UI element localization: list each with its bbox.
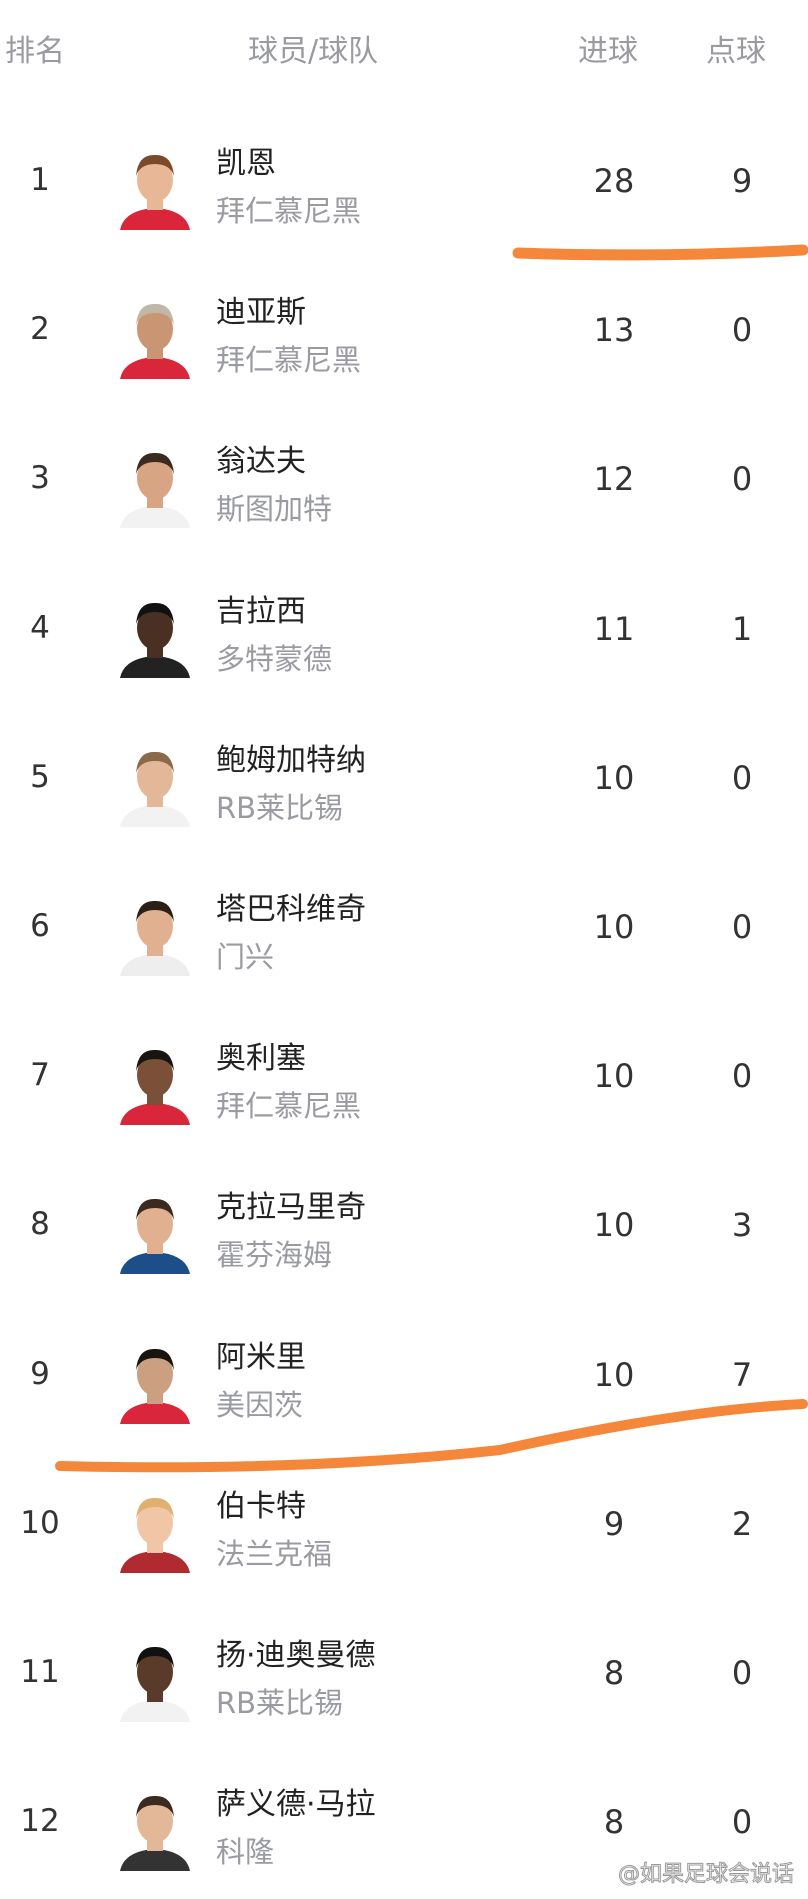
- goals-value: 10: [593, 1057, 635, 1096]
- penalties-value: 0: [731, 311, 753, 350]
- player-name[interactable]: 塔巴科维奇: [216, 892, 366, 927]
- player-avatar: [120, 154, 190, 230]
- goals-value: 28: [593, 162, 635, 200]
- penalties-value: 3: [731, 1206, 753, 1245]
- goals-value: 12: [593, 460, 635, 499]
- team-name[interactable]: 斯图加特: [216, 492, 333, 527]
- goals-value: 10: [593, 758, 635, 797]
- player-avatar: [120, 1050, 190, 1126]
- team-name[interactable]: 拜仁慕尼黑: [216, 343, 362, 378]
- scorer-row[interactable]: 3 翁达夫 斯图加特 12 0: [0, 406, 808, 556]
- penalties-value: 9: [731, 162, 753, 200]
- scorer-row[interactable]: 6 塔巴科维奇 门兴 10 0: [0, 854, 808, 1004]
- player-avatar: [120, 602, 190, 678]
- scorer-row[interactable]: 2 迪亚斯 拜仁慕尼黑 13 0: [0, 257, 808, 407]
- penalties-value: 0: [731, 1057, 753, 1096]
- player-name[interactable]: 克拉马里奇: [216, 1190, 366, 1226]
- rank: 6: [30, 908, 50, 944]
- team-name[interactable]: 科隆: [216, 1835, 275, 1870]
- penalties-value: 0: [731, 1654, 753, 1692]
- team-name[interactable]: RB莱比锡: [216, 1686, 344, 1720]
- player-avatar: [120, 1199, 190, 1275]
- scorer-row[interactable]: 1 凯恩 拜仁慕尼黑 28 9: [0, 108, 808, 258]
- goals-value: 8: [603, 1803, 625, 1842]
- rank: 12: [20, 1803, 60, 1840]
- goals-value: 10: [593, 1355, 635, 1394]
- header-goals[interactable]: 进球: [578, 34, 638, 69]
- rank: 8: [30, 1206, 50, 1243]
- player-name[interactable]: 萨义德·马拉: [216, 1787, 376, 1823]
- rank: 11: [20, 1654, 60, 1690]
- player-name[interactable]: 迪亚斯: [216, 295, 306, 331]
- header-penalties[interactable]: 点球: [706, 34, 766, 69]
- goals-value: 13: [593, 311, 635, 350]
- goals-value: 8: [603, 1654, 625, 1692]
- player-avatar: [120, 751, 190, 827]
- player-name[interactable]: 阿米里: [216, 1339, 306, 1375]
- player-avatar: [120, 453, 190, 529]
- player-name[interactable]: 鲍姆加特纳: [216, 742, 366, 778]
- scorer-row[interactable]: 5 鲍姆加特纳 RB莱比锡 10 0: [0, 705, 808, 855]
- watermark: @如果足球会说话: [617, 1862, 794, 1888]
- scorer-row[interactable]: 10 伯卡特 法兰克福 9 2: [0, 1451, 808, 1601]
- player-name[interactable]: 凯恩: [216, 146, 276, 181]
- header-player-team: 球员/球队: [248, 34, 379, 69]
- penalties-value: 0: [731, 758, 753, 797]
- penalties-value: 0: [731, 460, 753, 499]
- player-avatar: [120, 1646, 190, 1722]
- rank: 10: [20, 1504, 60, 1541]
- player-name[interactable]: 吉拉西: [216, 593, 306, 629]
- rank: 5: [30, 758, 50, 795]
- team-name[interactable]: 门兴: [216, 940, 275, 974]
- penalties-value: 1: [731, 609, 753, 648]
- rank: 9: [30, 1355, 50, 1392]
- rank: 2: [30, 311, 50, 348]
- rank: 3: [30, 460, 50, 497]
- penalties-value: 0: [731, 908, 753, 946]
- team-name[interactable]: 多特蒙德: [216, 641, 333, 676]
- goals-value: 9: [603, 1504, 625, 1543]
- rank: 4: [30, 609, 50, 646]
- player-avatar: [120, 1796, 190, 1872]
- scorer-row[interactable]: 12 萨义德·马拉 科隆 8 0: [0, 1749, 808, 1899]
- penalties-value: 0: [731, 1803, 753, 1842]
- team-name[interactable]: 拜仁慕尼黑: [216, 194, 362, 228]
- team-name[interactable]: 霍芬海姆: [216, 1238, 333, 1273]
- player-name[interactable]: 奥利塞: [216, 1041, 306, 1077]
- player-avatar: [120, 1497, 190, 1573]
- goals-value: 10: [593, 1206, 635, 1245]
- scorer-row[interactable]: 8 克拉马里奇 霍芬海姆 10 3: [0, 1152, 808, 1302]
- team-name[interactable]: 法兰克福: [216, 1536, 333, 1571]
- rank: 7: [30, 1057, 50, 1094]
- rank: 1: [30, 162, 50, 198]
- header-rank: 排名: [5, 34, 65, 69]
- scorer-row[interactable]: 4 吉拉西 多特蒙德 11 1: [0, 556, 808, 706]
- goals-value: 11: [593, 609, 635, 648]
- team-name[interactable]: 拜仁慕尼黑: [216, 1089, 362, 1124]
- scorer-row[interactable]: 7 奥利塞 拜仁慕尼黑 10 0: [0, 1003, 808, 1153]
- player-avatar: [120, 900, 190, 976]
- team-name[interactable]: RB莱比锡: [216, 790, 344, 825]
- player-avatar: [120, 304, 190, 380]
- player-name[interactable]: 翁达夫: [216, 444, 306, 480]
- penalties-value: 7: [731, 1355, 753, 1394]
- player-name[interactable]: 扬·迪奥曼德: [216, 1638, 376, 1673]
- penalties-value: 2: [731, 1504, 753, 1543]
- player-name[interactable]: 伯卡特: [216, 1488, 306, 1524]
- scorer-row[interactable]: 11 扬·迪奥曼德 RB莱比锡 8 0: [0, 1600, 808, 1750]
- goals-value: 10: [593, 908, 635, 946]
- player-avatar: [120, 1348, 190, 1424]
- scorer-row[interactable]: 9 阿米里 美因茨 10 7: [0, 1302, 808, 1452]
- team-name[interactable]: 美因茨: [216, 1387, 304, 1422]
